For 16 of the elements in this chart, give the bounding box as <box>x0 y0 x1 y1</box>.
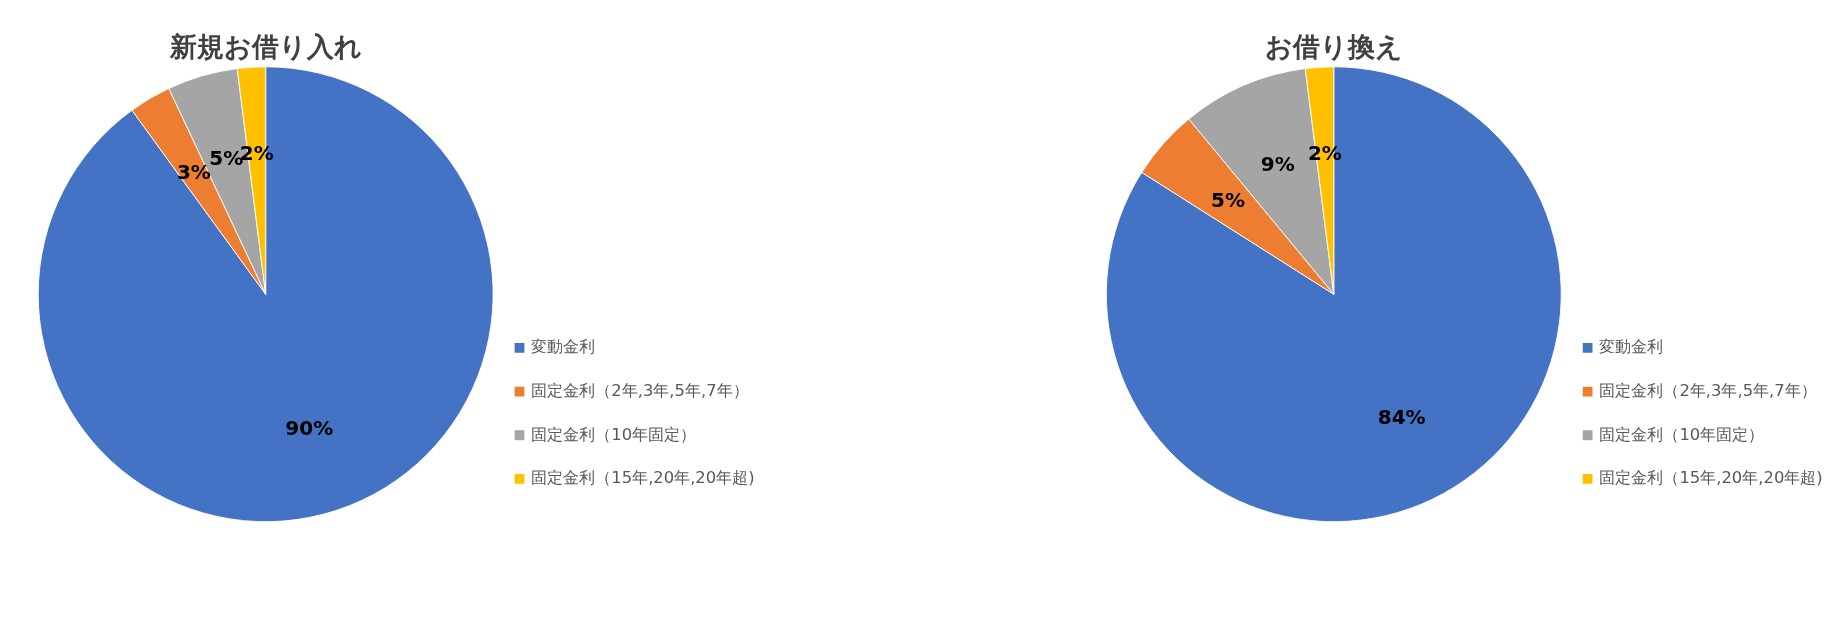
data-label: 84% <box>1377 405 1426 430</box>
legend-label: 変動金利 <box>1599 337 1664 357</box>
chart-title: お借り換え <box>1264 30 1403 62</box>
legend-label: 固定金利（15年,20年,20年超) <box>531 468 755 488</box>
legend-label: 固定金利（2年,3年,5年,7年） <box>531 381 749 401</box>
data-label: 90% <box>285 415 334 440</box>
chart-title: 新規お借り入れ <box>168 30 362 62</box>
legend-label: 固定金利（15年,20年,20年超) <box>1599 468 1823 488</box>
data-label: 9% <box>1260 152 1295 177</box>
data-label: 5% <box>1211 188 1245 213</box>
legend-label: 固定金利（10年固定） <box>1599 424 1765 444</box>
legend-label: 固定金利（2年,3年,5年,7年） <box>1599 381 1817 401</box>
pie-slice <box>1106 66 1562 522</box>
legend-label: 変動金利 <box>531 337 596 357</box>
pie-slice <box>37 66 494 522</box>
legend-label: 固定金利（10年固定） <box>531 424 697 444</box>
